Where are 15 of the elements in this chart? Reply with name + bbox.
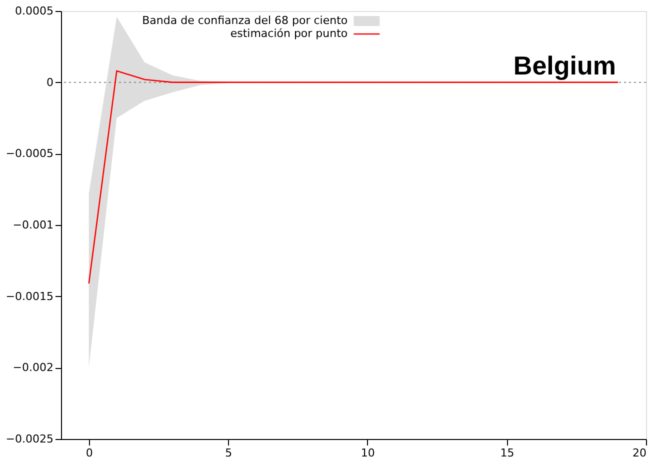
y-tick-label: −0.001 bbox=[12, 218, 54, 232]
y-tick-label: −0.0005 bbox=[6, 147, 54, 160]
y-tick-label: −0.0025 bbox=[6, 432, 54, 446]
y-tick-label: −0.0015 bbox=[6, 290, 54, 303]
x-tick-label: 10 bbox=[360, 446, 375, 460]
x-tick-label: 5 bbox=[225, 446, 232, 460]
y-tick-label: 0.0005 bbox=[15, 4, 54, 18]
x-tick-label: 0 bbox=[86, 446, 93, 460]
y-tick-label: 0 bbox=[46, 76, 54, 89]
y-tick-label: −0.002 bbox=[12, 361, 54, 374]
legend-label: estimación por punto bbox=[230, 27, 348, 40]
x-tick-label: 20 bbox=[632, 446, 646, 460]
annotation: Belgium bbox=[513, 50, 616, 81]
x-tick-label: 15 bbox=[500, 446, 514, 460]
annotation: Banda de confianza del 68 por ciento bbox=[142, 14, 348, 27]
